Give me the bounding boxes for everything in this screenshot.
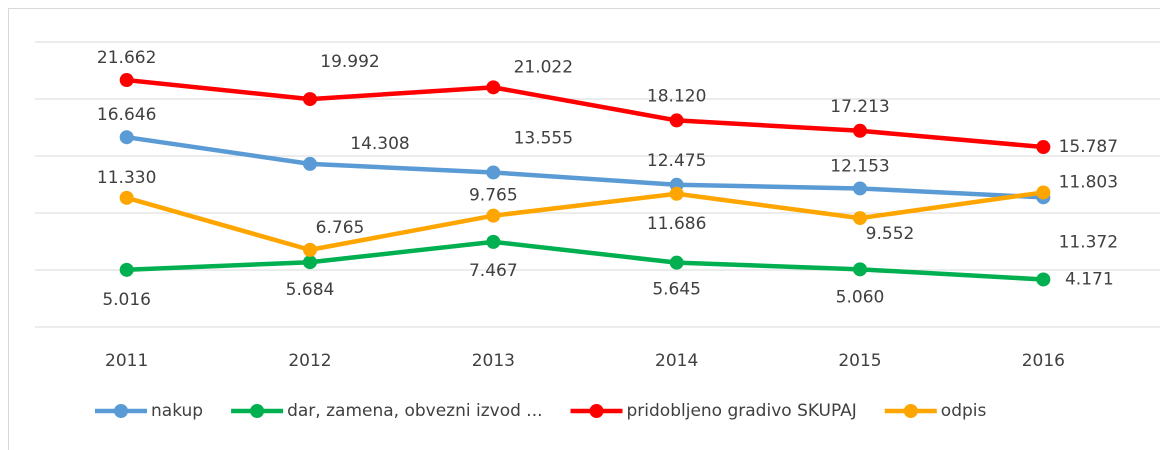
data-point (669, 113, 684, 128)
data-point (853, 181, 867, 196)
data-point (853, 262, 867, 277)
data-label: 5.645 (652, 280, 701, 300)
data-point (1036, 272, 1051, 287)
data-point (853, 211, 867, 226)
series-line (126, 239, 1044, 282)
data-label: 11.372 (1059, 232, 1118, 252)
data-label: 16.646 (97, 105, 156, 125)
data-label: 9.552 (866, 224, 915, 244)
legend-marker (250, 404, 265, 418)
data-label: 11.330 (97, 168, 156, 188)
data-point (303, 92, 317, 107)
data-point (303, 255, 317, 270)
data-label: 6.765 (316, 218, 365, 238)
legend-marker (114, 404, 128, 418)
data-point (119, 130, 134, 145)
data-point (303, 156, 317, 171)
series-line (126, 77, 1044, 150)
x-tick-label: 2016 (1022, 351, 1065, 371)
x-tick-label: 2011 (105, 351, 148, 371)
data-label: 18.120 (647, 86, 706, 106)
legend-marker (589, 404, 604, 418)
data-label: 5.060 (836, 287, 885, 307)
series-line (126, 135, 1044, 200)
data-point (119, 190, 134, 205)
data-point (486, 80, 501, 95)
data-point (486, 208, 501, 223)
legend-label: pridobljeno gradivo SKUPAJ (627, 401, 857, 421)
legend-marker (903, 404, 918, 418)
legend-label: odpis (941, 401, 987, 421)
series-line (126, 190, 1044, 253)
data-label: 11.803 (1059, 172, 1118, 192)
data-label: 12.153 (830, 156, 889, 176)
data-point (1036, 140, 1051, 155)
data-label: 4.171 (1065, 269, 1114, 289)
data-point (119, 73, 134, 88)
legend-label: nakup (151, 401, 203, 421)
data-point (669, 186, 684, 201)
data-label: 21.662 (97, 48, 156, 68)
data-label: 13.555 (514, 128, 573, 148)
data-label: 7.467 (469, 261, 518, 281)
data-point (1036, 185, 1051, 200)
x-tick-label: 2015 (838, 351, 881, 371)
data-point (303, 242, 317, 257)
data-label: 5.684 (286, 280, 335, 300)
legend-label: dar, zamena, obvezni izvod ... (287, 401, 542, 421)
data-label: 11.686 (647, 214, 706, 234)
data-label: 17.213 (830, 97, 889, 117)
x-tick-label: 2013 (472, 351, 515, 371)
data-label: 14.308 (350, 134, 409, 154)
data-point (486, 165, 501, 180)
data-label: 9.765 (469, 186, 518, 206)
x-tick-label: 2012 (288, 351, 331, 371)
data-label: 19.992 (320, 52, 379, 72)
data-point (853, 123, 867, 138)
data-point (119, 262, 134, 277)
data-label: 5.016 (102, 290, 151, 310)
data-label: 12.475 (647, 151, 706, 171)
data-point (486, 234, 501, 249)
chart-frame (8, 8, 1160, 450)
data-label: 15.787 (1059, 137, 1118, 157)
data-label: 21.022 (514, 57, 573, 77)
data-point (669, 255, 684, 270)
x-tick-label: 2014 (655, 351, 698, 371)
